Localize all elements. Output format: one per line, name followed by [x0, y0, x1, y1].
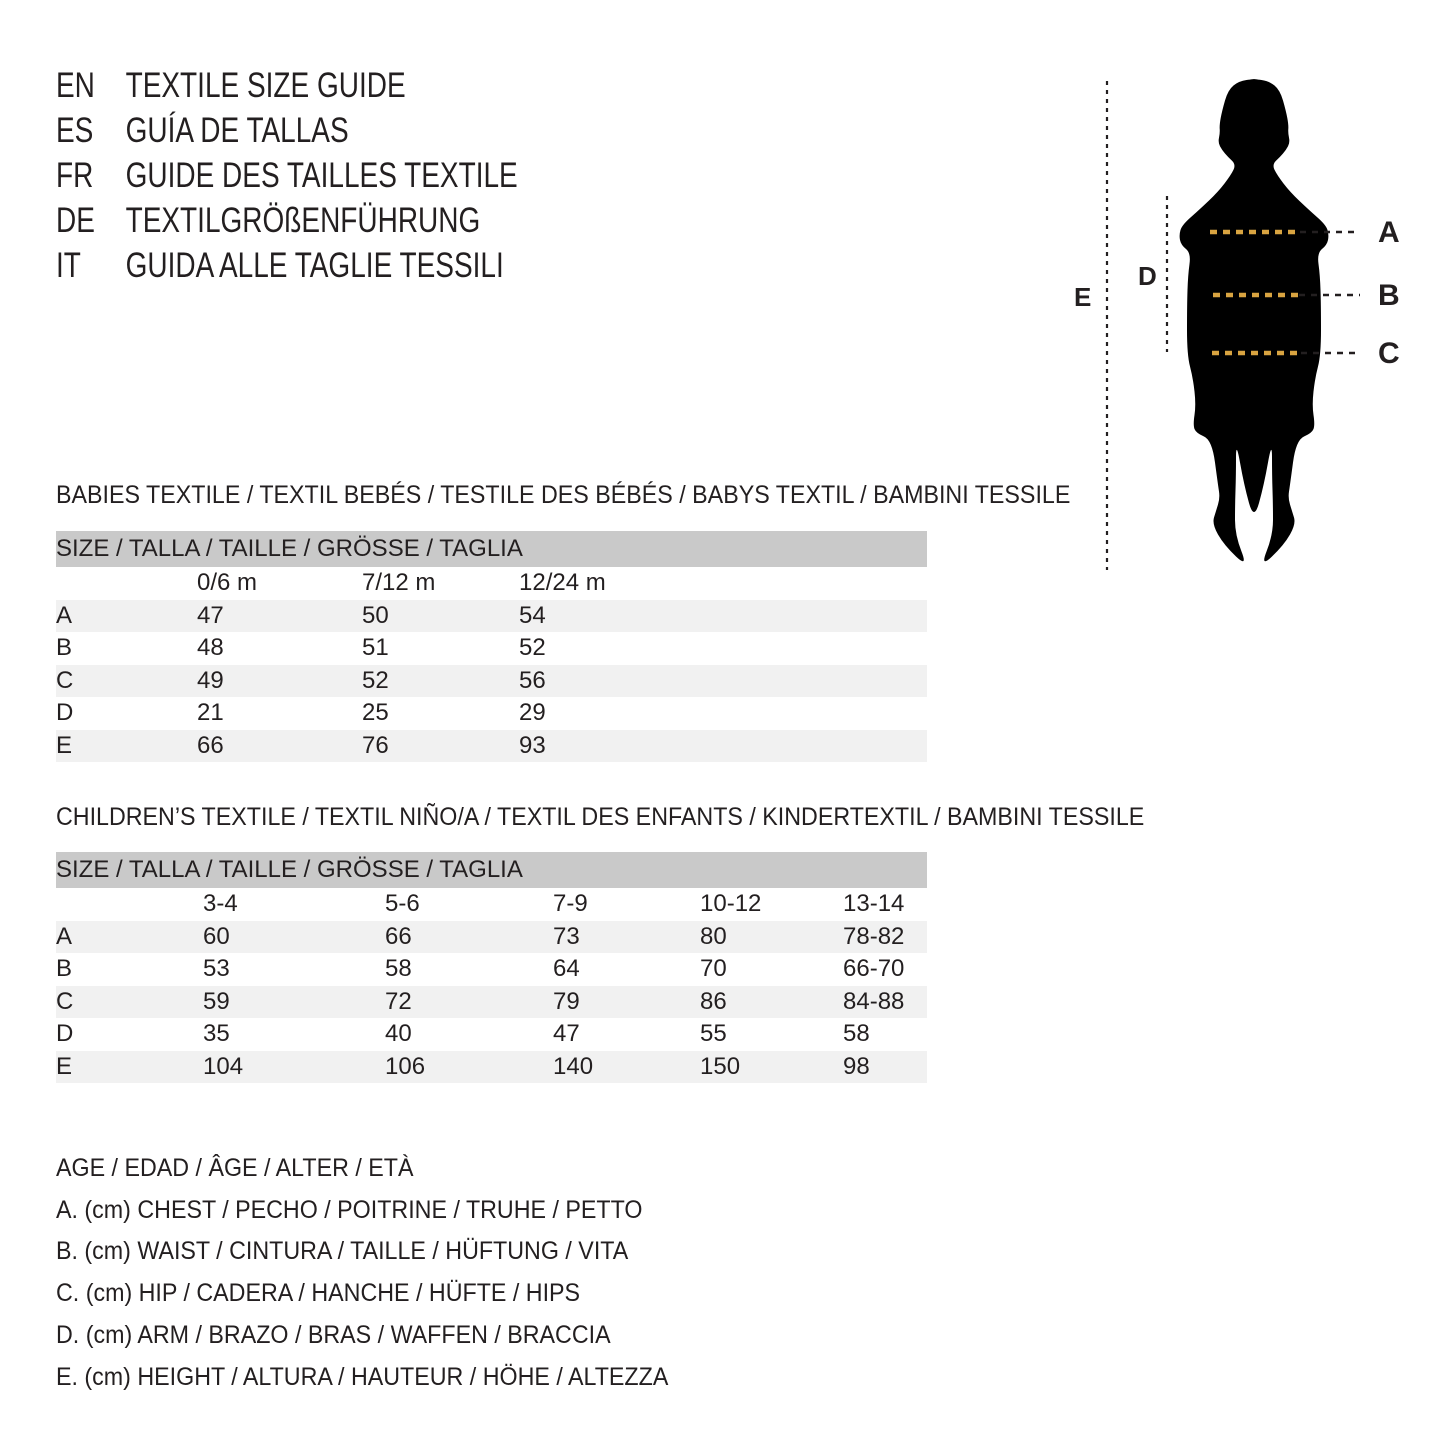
svg-text:B: B — [1378, 279, 1400, 312]
svg-text:E: E — [1074, 282, 1091, 312]
svg-text:C: C — [1378, 337, 1400, 370]
svg-text:D: D — [1138, 261, 1157, 291]
svg-text:A: A — [1378, 216, 1400, 249]
